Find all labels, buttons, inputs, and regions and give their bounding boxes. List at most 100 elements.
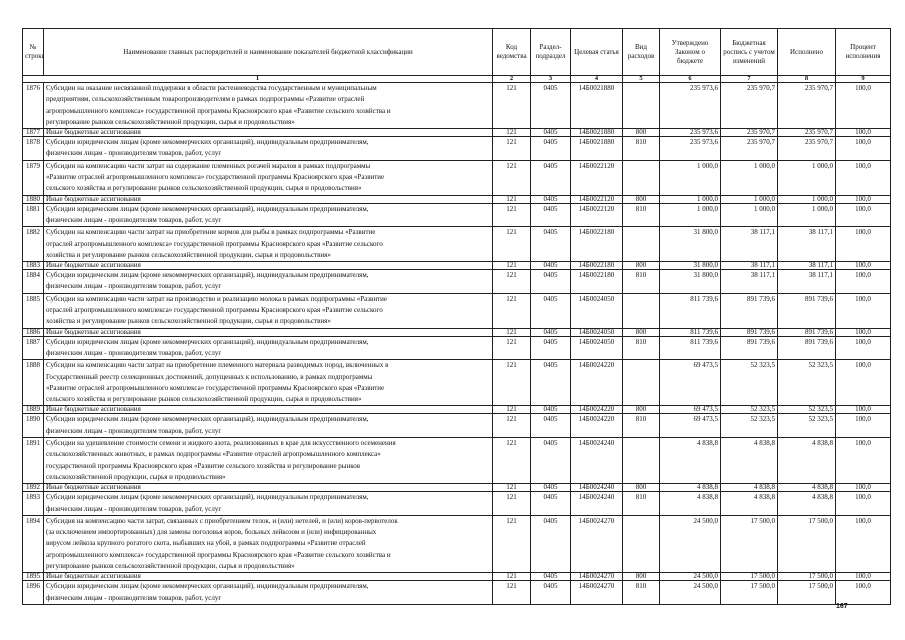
cell-name: Иные бюджетные ассигнования [43,194,493,204]
column-number: 2 [492,75,531,83]
cell-kind [622,437,660,485]
cell-roster: 235 970,7 [720,136,778,161]
cell-section: 0405 [530,128,571,138]
cell-name: Субсидия на компенсацию части затрат, св… [43,514,493,574]
cell-section: 0405 [530,491,571,516]
cell-percent: 100,0 [835,514,891,574]
cell-roster: 38 117,1 [720,226,778,263]
table-row: 1877 Иные бюджетные ассигнования 121 0405 14… [22,128,891,138]
cell-percent: 100,0 [835,128,891,138]
header-row: № строки Наименование главных распорядит… [22,28,891,76]
cell-code: 121 [492,483,531,493]
cell-name: Субсидии юридическим лицам (кроме некомм… [43,580,493,605]
cell-executed: 235 970,7 [777,128,836,138]
cell-kind [622,226,660,263]
cell-executed: 38 117,1 [777,226,836,263]
cell-kind: 800 [622,327,660,337]
cell-executed: 38 117,1 [777,269,836,294]
cell-code: 121 [492,405,531,415]
cell-target: 14Б0022120 [570,159,623,196]
table-row: 1895 Иные бюджетные ассигнования 121 0405 14… [22,572,891,582]
cell-executed: 235 970,7 [777,81,836,130]
cell-section: 0405 [530,483,571,493]
cell-approved: 69 473,5 [659,405,721,415]
table-row: 1888 Субсидии на компенсацию части затрат… [22,359,891,407]
cell-executed: 891 739,6 [777,292,836,329]
cell-no: 1887 [22,335,44,361]
cell-target: 14Б0024270 [570,514,623,574]
cell-no: 1889 [22,405,44,415]
cell-section: 0405 [530,572,571,582]
cell-percent: 100,0 [835,359,891,407]
cell-no: 1895 [22,572,44,582]
cell-approved: 69 473,5 [659,413,721,439]
cell-name: Субсидии на компенсацию части затрат на … [43,359,493,407]
cell-target: 14Б0024220 [570,405,623,415]
table-row: 1889 Иные бюджетные ассигнования 121 0405 14… [22,405,891,415]
cell-percent: 100,0 [835,269,891,294]
column-number-row: 1 2 3 4 5 6 7 8 9 [22,75,891,83]
cell-section: 0405 [530,202,571,228]
cell-approved: 24 500,0 [659,514,721,574]
column-number: 3 [530,75,571,83]
cell-target: 14Б0024220 [570,413,623,439]
cell-no: 1885 [22,292,44,329]
cell-kind: 810 [622,202,660,228]
cell-kind: 810 [622,413,660,439]
cell-code: 121 [492,261,531,271]
cell-target: 14Б0024240 [570,491,623,516]
cell-percent: 100,0 [835,292,891,329]
cell-kind: 800 [622,194,660,204]
cell-section: 0405 [530,159,571,196]
header-target: Целевая статья [570,28,623,76]
cell-percent: 100,0 [835,261,891,271]
cell-no: 1893 [22,491,44,516]
table-row: 1891 Субсидии на удешевление стоимости се… [22,437,891,485]
header-no: № строки [22,28,44,76]
cell-roster: 4 838,8 [720,491,778,516]
cell-kind: 800 [622,572,660,582]
cell-target: 14Б0024240 [570,483,623,493]
cell-kind [622,359,660,407]
cell-no: 1883 [22,261,44,271]
cell-kind [622,292,660,329]
cell-executed: 52 323,5 [777,413,836,439]
cell-approved: 69 473,5 [659,359,721,407]
cell-roster: 1 000,0 [720,194,778,204]
cell-section: 0405 [530,359,571,407]
cell-code: 121 [492,194,531,204]
cell-target: 14Б0021880 [570,136,623,161]
cell-name: Субсидии юридическим лицам (кроме некомм… [43,335,493,361]
cell-kind: 800 [622,128,660,138]
cell-percent: 100,0 [835,335,891,361]
cell-target: 14Б0024050 [570,292,623,329]
cell-target: 14Б0024220 [570,359,623,407]
cell-code: 121 [492,437,531,485]
table-row: 1882 Субсидии на компенсацию части затрат… [22,226,891,263]
cell-percent: 100,0 [835,159,891,196]
cell-approved: 4 838,8 [659,491,721,516]
column-number: 4 [570,75,623,83]
table-row: 1883 Иные бюджетные ассигнования 121 0405 14… [22,261,891,271]
cell-name: Субсидии на компенсацию части затрат на … [43,226,493,263]
cell-roster: 17 500,0 [720,580,778,605]
cell-code: 121 [492,572,531,582]
cell-code: 121 [492,136,531,161]
cell-code: 121 [492,292,531,329]
cell-kind: 800 [622,261,660,271]
cell-section: 0405 [530,514,571,574]
cell-executed: 38 117,1 [777,261,836,271]
table-row: 1887 Субсидии юридическим лицам (кроме не… [22,335,891,361]
column-number: 7 [720,75,778,83]
cell-percent: 100,0 [835,572,891,582]
cell-name: Иные бюджетные ассигнования [43,327,493,337]
cell-percent: 100,0 [835,81,891,130]
cell-approved: 811 739,6 [659,292,721,329]
cell-no: 1896 [22,580,44,605]
cell-name: Субсидии юридическим лицам (кроме некомм… [43,413,493,439]
budget-table: № строки Наименование главных распорядит… [22,28,891,605]
cell-percent: 100,0 [835,202,891,228]
cell-kind: 800 [622,483,660,493]
cell-section: 0405 [530,269,571,294]
cell-roster: 1 000,0 [720,202,778,228]
